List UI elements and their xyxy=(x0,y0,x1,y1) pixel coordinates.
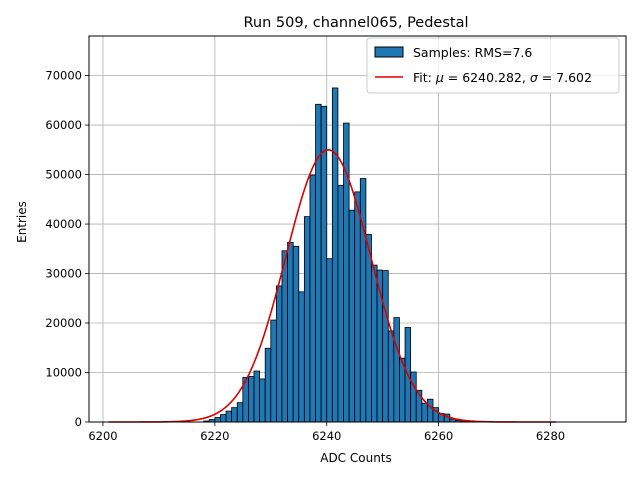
histogram-bar xyxy=(259,378,266,423)
histogram-bar xyxy=(214,417,221,423)
histogram-bar xyxy=(231,407,238,423)
histogram-bar xyxy=(292,245,300,423)
histogram-bar xyxy=(393,317,400,423)
histogram-bar xyxy=(337,185,344,423)
histogram-bar xyxy=(326,258,333,423)
histogram-bar xyxy=(298,291,305,423)
histogram-bar xyxy=(236,402,244,423)
legend-fit-part: = 6240.282, xyxy=(444,70,530,85)
legend-fit-part: = 7.602 xyxy=(538,70,592,85)
x-tick-label: 6220 xyxy=(200,429,229,443)
histogram-bar xyxy=(371,264,378,423)
histogram-bar xyxy=(303,216,311,423)
histogram-bar xyxy=(365,234,372,423)
histogram-bar xyxy=(354,191,361,423)
legend-fit-sigma: σ xyxy=(530,70,539,85)
histogram-bar xyxy=(359,178,367,423)
y-tick-label: 30000 xyxy=(45,267,82,281)
y-tick-label: 60000 xyxy=(45,118,82,132)
histogram-bar xyxy=(270,319,277,423)
y-tick-label: 0 xyxy=(75,415,82,429)
histogram-bar xyxy=(421,402,428,423)
legend-histogram-swatch xyxy=(374,46,404,58)
x-tick-label: 6240 xyxy=(312,429,341,443)
histogram-bar xyxy=(427,398,434,423)
y-axis-label: Entries xyxy=(15,201,29,243)
y-tick-label: 70000 xyxy=(45,69,82,83)
histogram-bar xyxy=(264,347,272,423)
legend-box xyxy=(366,37,620,94)
histogram-bar xyxy=(315,103,322,423)
histogram-bar xyxy=(220,414,227,423)
y-tick-label: 40000 xyxy=(45,217,82,231)
x-tick-label: 6260 xyxy=(424,429,453,443)
histogram-bar xyxy=(281,250,288,423)
histogram-bars xyxy=(203,87,473,423)
legend-fit-label: Fit: μ = 6240.282, σ = 7.602 xyxy=(413,70,592,85)
x-axis-label: ADC Counts xyxy=(320,451,392,465)
histogram-bar xyxy=(348,209,356,423)
histogram-bar xyxy=(309,174,316,423)
x-tick-label: 6200 xyxy=(88,429,117,443)
histogram-bar xyxy=(287,241,294,423)
histogram-bar xyxy=(387,330,395,423)
histogram-bar xyxy=(331,87,339,423)
x-axis-ticks: 6200 6220 6240 6260 6280 xyxy=(88,422,565,443)
x-tick-label: 6280 xyxy=(536,429,565,443)
histogram-bar xyxy=(225,410,233,423)
legend: Samples: RMS=7.6 Fit: μ = 6240.282, σ = … xyxy=(366,37,620,94)
y-tick-label: 20000 xyxy=(45,316,82,330)
histogram-bar xyxy=(382,270,389,423)
histogram-bar xyxy=(410,371,417,423)
histogram-bar xyxy=(275,285,283,423)
legend-fit-part: Fit: xyxy=(413,70,436,85)
y-tick-label: 50000 xyxy=(45,168,82,182)
plot-frame xyxy=(88,35,627,423)
y-tick-label: 10000 xyxy=(45,366,82,380)
y-axis-ticks: 0 10000 20000 30000 40000 50000 60000 70000 xyxy=(45,69,89,429)
legend-fit-mu: μ xyxy=(435,70,444,85)
legend-histogram-label: Samples: RMS=7.6 xyxy=(413,45,532,60)
histogram-bar xyxy=(253,370,261,423)
chart-title: Run 509, channel065, Pedestal xyxy=(243,15,468,31)
histogram-bar xyxy=(248,376,255,423)
